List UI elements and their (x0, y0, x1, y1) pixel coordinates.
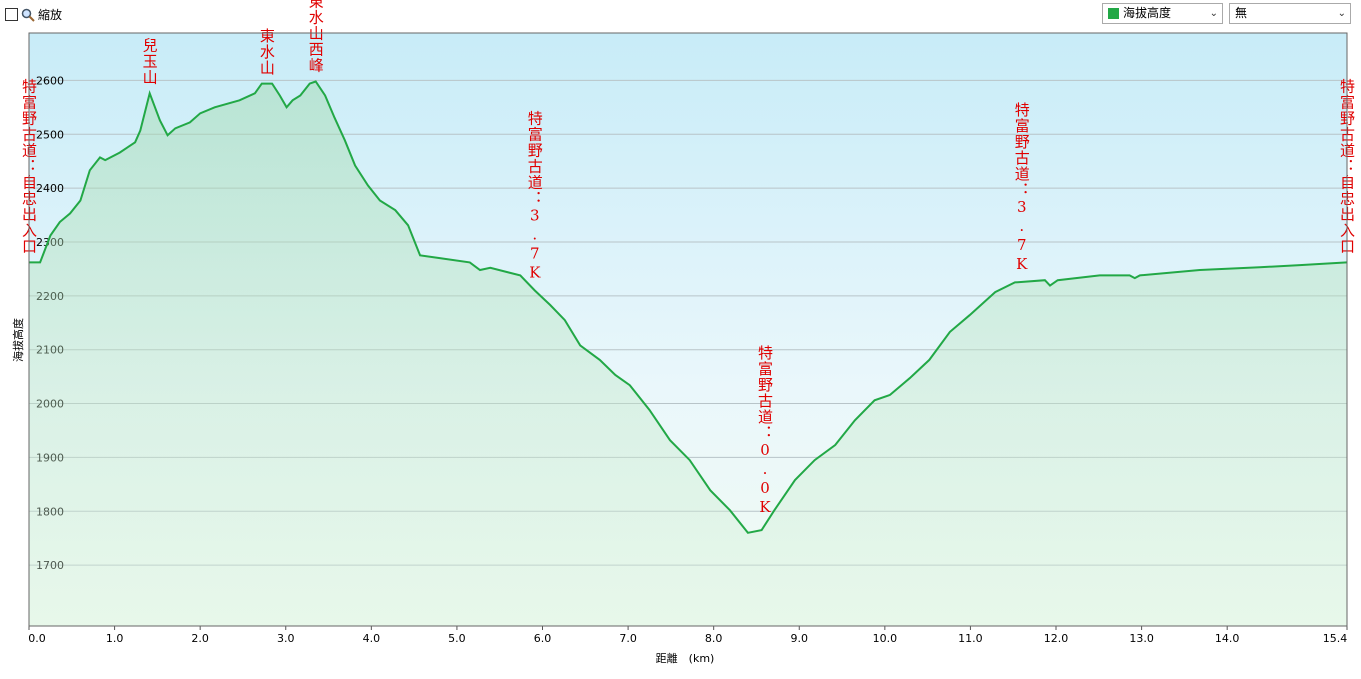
waypoint-label: 特富野古道：自忠出入口 (1338, 78, 1356, 254)
dropdown-arrow: ⌄ (1209, 8, 1218, 19)
x-tick-label: 8.0 (705, 632, 723, 645)
metric-swatch (1108, 8, 1119, 19)
x-tick-label: 0.0 (28, 632, 46, 645)
x-tick-label: 13.0 (1129, 632, 1154, 645)
y-tick-label: 1800 (36, 505, 64, 518)
elevation-area (29, 81, 1347, 626)
metric-select[interactable]: 海拔高度 ⌄ (1102, 3, 1223, 24)
metric-value: 海拔高度 (1123, 6, 1172, 20)
y-tick-label: 2400 (36, 182, 64, 195)
x-tick-label: 4.0 (363, 632, 381, 645)
overlay-select[interactable]: 無 ⌄ (1229, 3, 1351, 24)
zoom-control[interactable]: 縮放 (5, 6, 62, 23)
x-tick-label: 11.0 (958, 632, 983, 645)
waypoint-label: 東水山 (258, 28, 276, 76)
x-tick-label: 9.0 (791, 632, 809, 645)
y-tick-label: 2100 (36, 344, 64, 357)
x-tick-label: 5.0 (448, 632, 466, 645)
x-tick-label: 1.0 (106, 632, 124, 645)
x-tick-label: 6.0 (534, 632, 552, 645)
waypoint-label: 兒玉山 (141, 37, 159, 85)
magnifier-icon (21, 8, 35, 22)
zoom-label: 縮放 (38, 8, 63, 22)
plot-background (29, 33, 1347, 626)
checkbox[interactable] (5, 8, 18, 21)
overlay-value: 無 (1235, 6, 1248, 20)
waypoint-label: 特富野古道：0.0K (756, 345, 774, 517)
x-tick-label: 10.0 (873, 632, 898, 645)
x-tick-label: 2.0 (191, 632, 209, 645)
waypoint-label: 特富野古道：自忠出入口 (20, 78, 38, 254)
y-tick-label: 2000 (36, 398, 64, 411)
y-tick-label: 2200 (36, 290, 64, 303)
waypoint-label: 特富野古道：3.7K (526, 110, 544, 282)
elevation-line (29, 80, 1348, 534)
waypoint-label: 東水山西峰 (307, 0, 325, 73)
x-tick-label: 3.0 (277, 632, 295, 645)
x-tick-label: 15.4 (1323, 632, 1348, 645)
y-tick-label: 1700 (36, 559, 64, 572)
y-tick-label: 2600 (36, 74, 64, 87)
waypoint-label: 特富野古道：3.7K (1013, 102, 1031, 274)
y-axis-label: 海拔高度 (11, 318, 25, 362)
x-axis-label: 距離 (km) (656, 651, 715, 665)
plot-frame (28, 32, 1348, 627)
dropdown-arrow: ⌄ (1337, 8, 1346, 19)
y-tick-label: 1900 (36, 451, 64, 464)
y-tick-label: 2300 (36, 236, 64, 249)
y-tick-label: 2500 (36, 128, 64, 141)
x-tick-label: 7.0 (619, 632, 637, 645)
x-tick-label: 12.0 (1044, 632, 1069, 645)
x-tick-label: 14.0 (1215, 632, 1240, 645)
